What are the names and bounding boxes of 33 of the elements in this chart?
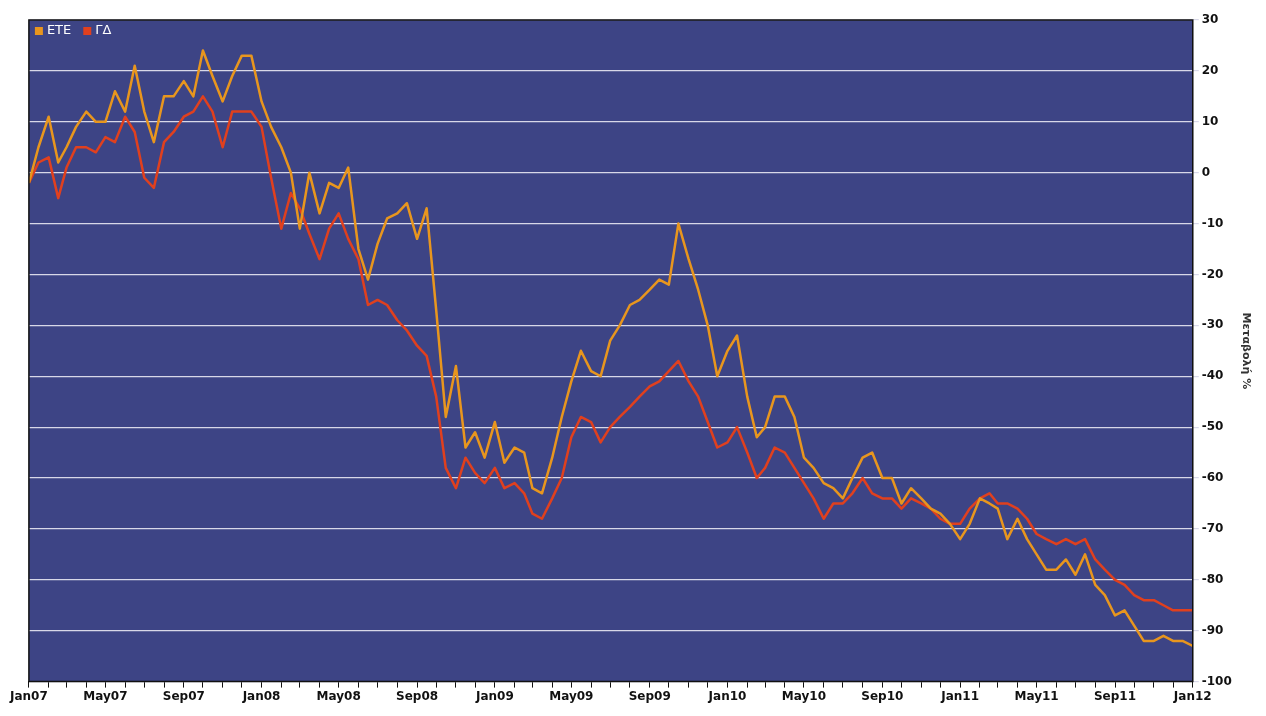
y-axis-title: Μεταβολή %	[1239, 312, 1253, 390]
y-tick-label: -30	[1201, 317, 1224, 332]
x-tick-label: May09	[549, 688, 594, 703]
y-tick-label: -20	[1201, 266, 1224, 281]
x-tick-label: May08	[316, 688, 361, 703]
x-tick-label: Jan10	[707, 688, 747, 703]
y-tick-label: -10	[1201, 215, 1224, 230]
y-tick-label: -100	[1201, 673, 1232, 688]
y-tick-label: 20	[1201, 63, 1219, 78]
x-tick-label: Jan12	[1172, 688, 1212, 703]
x-tick-label: Sep07	[162, 688, 205, 703]
x-tick-label: Jan09	[474, 688, 514, 703]
y-tick-label: -60	[1201, 470, 1224, 485]
x-tick-label: Sep08	[396, 688, 439, 703]
x-tick-label: Sep10	[861, 688, 904, 703]
x-tick-label: May10	[781, 688, 827, 703]
y-tick-label: -70	[1201, 521, 1224, 536]
y-tick-label: 10	[1201, 113, 1219, 128]
x-tick-label: Jan08	[241, 688, 281, 703]
x-tick-label: Sep11	[1093, 688, 1137, 703]
x-tick-label: May11	[1014, 688, 1059, 703]
legend-label: ΕΤΕ	[46, 22, 72, 38]
x-tick-label: Jan11	[940, 688, 980, 703]
y-tick-label: 30	[1201, 12, 1219, 27]
x-tick-label: May07	[83, 688, 128, 703]
y-tick-label: -80	[1201, 571, 1224, 586]
y-tick-label: 0	[1201, 164, 1211, 179]
x-tick-label: Jan07	[9, 688, 48, 703]
y-tick-label: -90	[1201, 622, 1224, 637]
y-tick-label: -40	[1201, 368, 1224, 383]
x-tick-label: Sep09	[628, 688, 671, 703]
y-tick-label: -50	[1201, 419, 1224, 434]
legend-label: ΓΔ	[95, 22, 112, 38]
